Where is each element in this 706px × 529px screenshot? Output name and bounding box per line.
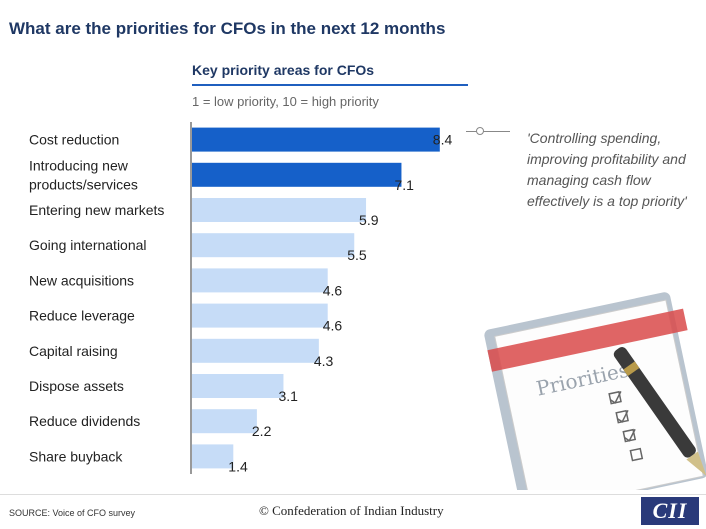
data-label: 1.4 [228,458,248,474]
category-label: Entering new markets [29,202,164,218]
bar [192,162,402,187]
category-label: Dispose assets [29,378,124,394]
data-label: 4.6 [323,318,343,334]
page-title: What are the priorities for CFOs in the … [9,19,446,38]
data-label: 4.6 [323,282,343,298]
chart-subtitle: 1 = low priority, 10 = high priority [192,94,379,109]
bar [192,233,355,258]
category-label: New acquisitions [29,272,134,288]
chart-title: Key priority areas for CFOs [192,62,375,78]
bar [192,338,319,363]
category-label: Introducing new products/services [29,157,138,192]
bar [192,409,257,434]
data-label: 2.2 [252,423,272,439]
data-label: 5.9 [359,212,379,228]
bar [192,444,234,469]
data-label: 4.3 [314,353,334,369]
cii-logo: CII [641,497,699,525]
data-label: 8.4 [433,132,453,148]
bar [192,268,328,293]
title-underline [192,84,468,86]
callout-dot [476,127,484,135]
category-label: Reduce dividends [29,413,140,429]
copyright-text: © Confederation of Indian Industry [259,503,444,518]
category-label: Share buyback [29,448,123,464]
category-label: Reduce leverage [29,308,135,324]
quote-text: 'Controlling spending, improving profita… [527,130,687,209]
bar [192,127,440,152]
category-label: Capital raising [29,343,118,359]
callout-line [466,131,510,132]
data-label: 7.1 [394,177,414,193]
category-label: Going international [29,237,147,253]
checklist-illustration: Priorities [484,292,706,490]
bar [192,374,284,398]
data-label: 3.1 [278,388,298,404]
source-note: SOURCE: Voice of CFO survey [9,508,136,518]
data-label: 5.5 [347,247,367,263]
category-label: Cost reduction [29,132,119,148]
bar [192,303,328,328]
footer-divider [0,494,706,495]
bar [192,198,367,222]
